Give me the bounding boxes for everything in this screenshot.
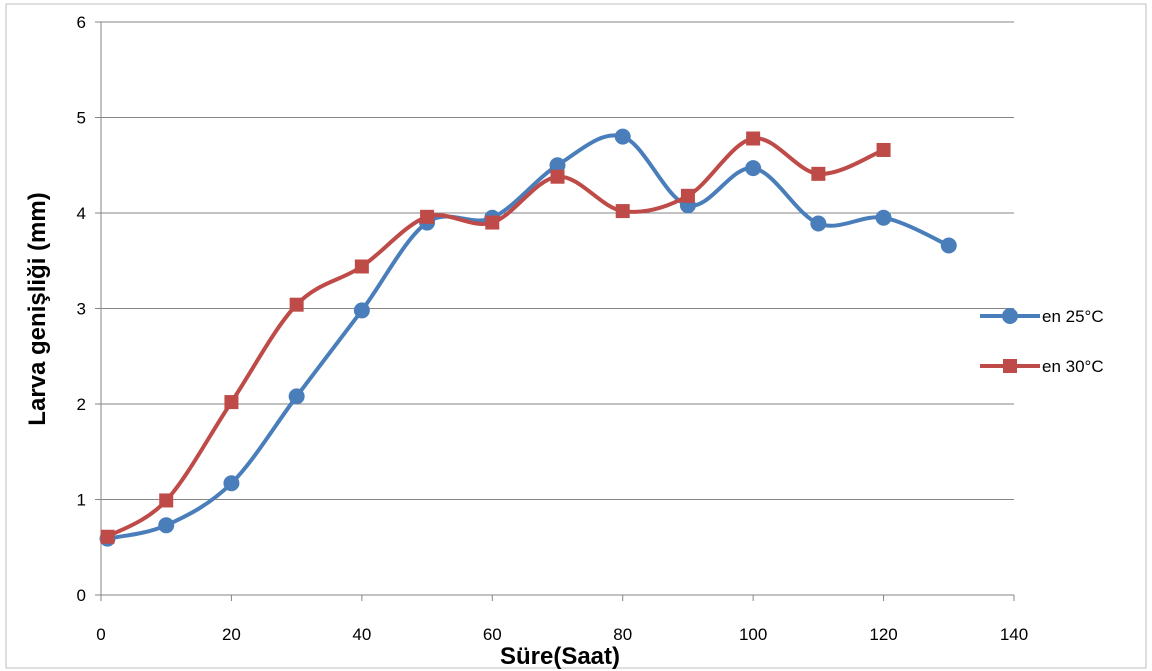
y-tick-label: 6 <box>77 13 86 32</box>
data-point <box>875 209 892 226</box>
y-tick-label: 3 <box>77 300 86 319</box>
x-tick-label: 80 <box>613 625 632 644</box>
y-tick-labels: 0 1 2 3 4 5 6 <box>77 13 86 605</box>
x-axis-title: Süre(Saat) <box>500 643 620 670</box>
legend-entry: en 30°C <box>980 357 1104 376</box>
data-point <box>940 237 957 254</box>
series-30c <box>100 131 891 544</box>
data-point <box>745 160 762 177</box>
legend-entry: en 25°C <box>980 307 1104 326</box>
y-tick-label: 2 <box>77 395 86 414</box>
data-point <box>159 493 174 508</box>
data-point <box>289 297 304 312</box>
legend-label: en 25°C <box>1042 307 1104 326</box>
data-point <box>615 204 630 219</box>
series-line <box>105 133 951 541</box>
data-point <box>550 169 565 184</box>
data-point <box>420 209 435 224</box>
data-point <box>224 395 239 410</box>
x-tick-label: 100 <box>739 625 767 644</box>
x-tick-label: 120 <box>869 625 897 644</box>
gridlines <box>101 21 1014 500</box>
data-point <box>100 529 115 544</box>
data-point <box>810 215 827 232</box>
data-point <box>746 131 761 146</box>
data-point <box>811 166 826 181</box>
x-tick-label: 140 <box>1000 625 1028 644</box>
data-point <box>485 215 500 230</box>
legend: en 25°C en 30°C <box>980 307 1104 376</box>
data-point <box>876 142 891 157</box>
data-point <box>614 128 631 145</box>
data-point <box>353 302 370 319</box>
data-point <box>223 475 240 492</box>
y-axis-title: Larva genişliği (mm) <box>24 192 51 425</box>
x-tick-label: 0 <box>96 625 105 644</box>
legend-label: en 30°C <box>1042 357 1104 376</box>
chart-area-border <box>5 3 1147 669</box>
y-tick-label: 4 <box>77 204 86 223</box>
y-tick-label: 1 <box>77 491 86 510</box>
x-tick-label: 20 <box>222 625 241 644</box>
y-tick-label: 5 <box>77 109 86 128</box>
data-point <box>680 188 695 203</box>
data-point <box>354 259 369 274</box>
data-point <box>549 157 566 174</box>
legend-marker <box>1002 308 1018 324</box>
x-tick-labels: 0 20 40 60 80 100 120 140 <box>96 625 1028 644</box>
x-tick-label: 60 <box>483 625 502 644</box>
data-point <box>158 517 175 534</box>
data-point <box>288 388 305 405</box>
series-layer <box>99 128 957 547</box>
legend-marker <box>1003 359 1017 373</box>
y-tick-label: 0 <box>77 586 86 605</box>
x-tick-label: 40 <box>352 625 371 644</box>
axes <box>95 21 1015 601</box>
